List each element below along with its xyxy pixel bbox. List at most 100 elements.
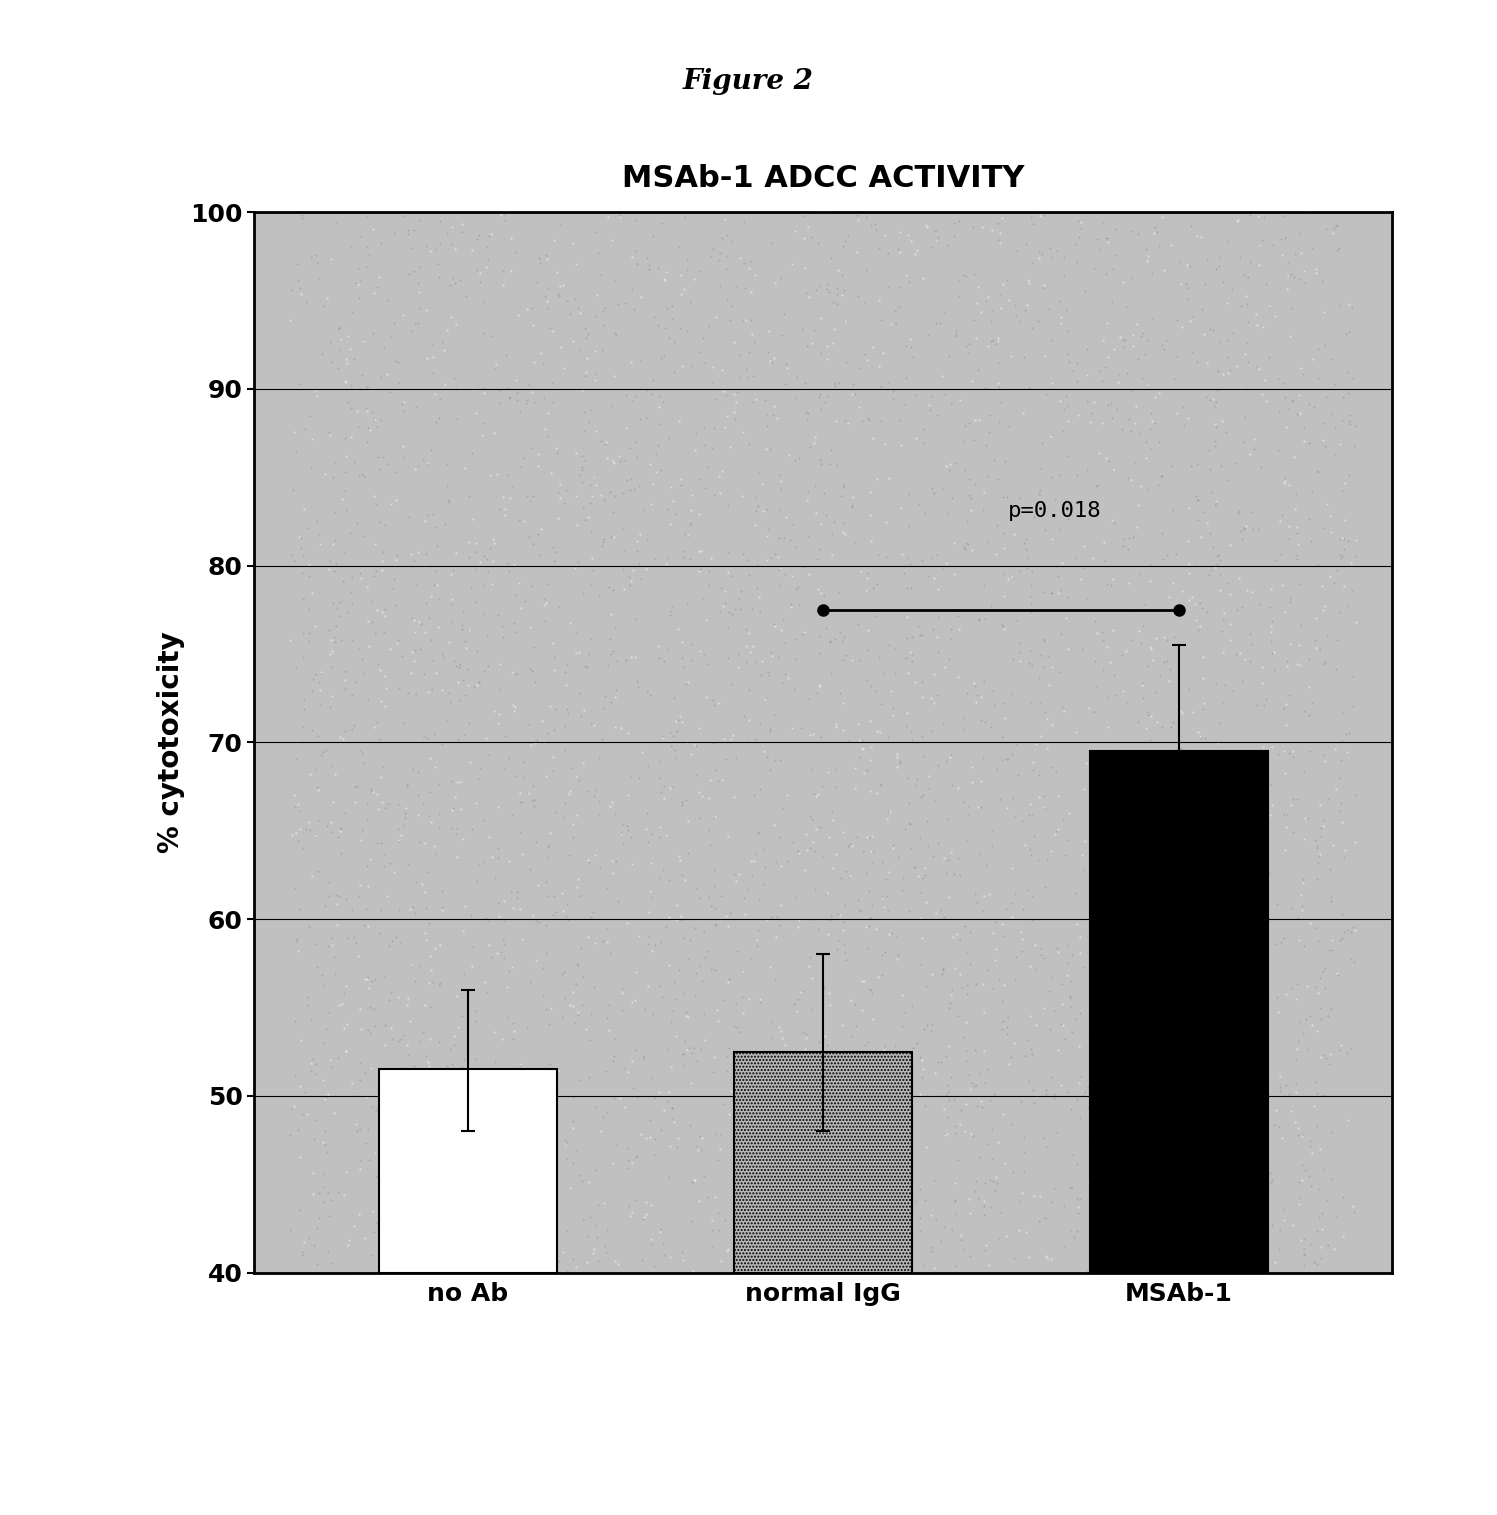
Point (735, 877, 759, 901)
Point (716, 1044, 740, 1068)
Point (457, 673, 481, 697)
Point (534, 844, 558, 868)
Point (644, 441, 668, 465)
Point (570, 495, 594, 520)
Point (516, 782, 540, 806)
Point (451, 827, 475, 851)
Point (638, 453, 662, 477)
Point (1018, 639, 1042, 664)
Point (440, 586, 464, 611)
Point (1075, 338, 1099, 362)
Point (353, 205, 377, 229)
Point (900, 229, 924, 253)
Point (319, 1251, 343, 1276)
Point (769, 1067, 793, 1091)
Point (1010, 939, 1034, 964)
Point (1310, 1245, 1334, 1270)
Point (404, 395, 428, 420)
Point (1199, 817, 1223, 841)
Point (1028, 642, 1052, 667)
Point (1280, 388, 1304, 412)
Point (1284, 515, 1308, 539)
Point (451, 668, 475, 692)
Point (886, 295, 910, 320)
Point (323, 762, 347, 786)
Point (1286, 906, 1310, 930)
Point (1121, 526, 1145, 550)
Point (662, 330, 686, 355)
Point (831, 473, 855, 497)
Point (1114, 639, 1138, 664)
Point (1034, 1244, 1058, 1268)
Point (521, 774, 545, 798)
Point (548, 486, 572, 511)
Point (768, 464, 792, 488)
Point (672, 1042, 696, 1067)
Point (1115, 833, 1139, 857)
Point (1085, 674, 1109, 698)
Point (446, 670, 470, 694)
Point (1048, 517, 1072, 541)
Point (316, 1180, 340, 1204)
Point (1280, 792, 1304, 817)
Point (374, 1209, 398, 1233)
Point (421, 677, 445, 701)
Point (1079, 997, 1103, 1021)
Point (1103, 217, 1127, 241)
Point (765, 906, 789, 930)
Point (668, 844, 692, 868)
Point (1259, 577, 1283, 601)
Point (746, 929, 769, 953)
Point (1228, 804, 1251, 829)
Point (361, 1141, 385, 1165)
Point (774, 506, 798, 530)
Point (311, 1176, 335, 1200)
Point (1216, 1039, 1240, 1064)
Point (352, 661, 376, 685)
Point (397, 986, 421, 1011)
Point (716, 970, 740, 994)
Point (472, 289, 496, 314)
Point (936, 501, 960, 526)
Point (1266, 1236, 1290, 1260)
Point (937, 885, 961, 909)
Point (506, 880, 530, 904)
Point (1075, 1259, 1099, 1283)
Point (912, 783, 936, 807)
Point (937, 647, 961, 671)
Point (1100, 508, 1124, 532)
Point (1111, 270, 1135, 294)
Point (575, 345, 599, 370)
Point (638, 900, 662, 924)
Point (651, 726, 675, 750)
Point (618, 645, 642, 670)
Point (894, 1000, 918, 1024)
Point (921, 383, 945, 408)
Point (798, 686, 822, 711)
Point (678, 289, 702, 314)
Point (704, 388, 728, 412)
Point (662, 970, 686, 994)
Point (927, 577, 951, 601)
Point (1066, 403, 1090, 427)
Point (1033, 947, 1057, 971)
Point (868, 773, 892, 797)
Point (763, 542, 787, 567)
Point (864, 917, 888, 941)
Point (326, 604, 350, 629)
Point (416, 503, 440, 527)
Point (334, 886, 358, 911)
Point (451, 1004, 475, 1029)
Point (332, 426, 356, 450)
Point (445, 377, 469, 401)
Point (1313, 1156, 1337, 1180)
Point (413, 233, 437, 258)
Point (463, 1254, 487, 1279)
Point (1328, 798, 1352, 823)
Point (307, 859, 331, 883)
Point (638, 253, 662, 277)
Point (1076, 1021, 1100, 1045)
Point (681, 733, 705, 758)
Point (1343, 783, 1367, 807)
Point (900, 576, 924, 600)
